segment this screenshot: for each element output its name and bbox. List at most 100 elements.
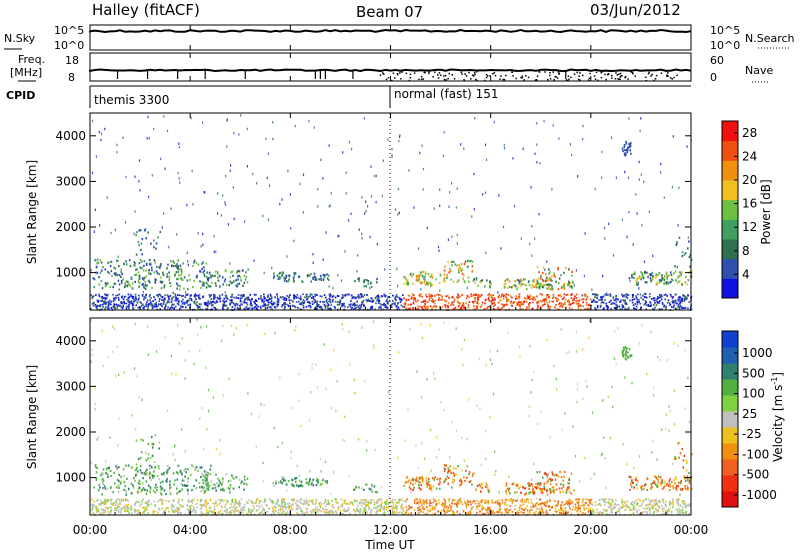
nsearch-tick-high: 10^5 (710, 24, 740, 37)
nave-dot (666, 75, 668, 78)
nave-dot (634, 75, 636, 77)
nave-dot (512, 75, 514, 77)
nave-dot (494, 74, 497, 77)
nave-dot (493, 72, 496, 74)
station-title: Halley (fitACF) (92, 1, 200, 19)
power-ylabel: Slant Range [km] (25, 160, 39, 264)
power-colorbar-swatch (722, 180, 738, 201)
nave-dot (624, 76, 627, 78)
nave-dot (443, 75, 445, 77)
nsky-tick-low: 10^0 (54, 39, 84, 52)
nave-dot (549, 78, 552, 80)
nave-dot (443, 78, 446, 81)
velocity-ytick-1: 2000 (55, 425, 86, 439)
power-ytick-3: 4000 (55, 129, 86, 143)
velocity-colorbar-swatch (722, 347, 738, 364)
nave-dot (534, 79, 537, 81)
power-colorbar-tick-4: 20 (742, 173, 757, 187)
nave-dot (499, 78, 501, 80)
xtick-0: 00:00 (73, 523, 108, 537)
nave-dot (577, 78, 580, 81)
nave-dot (484, 79, 486, 82)
nave-dot (400, 78, 402, 80)
nave-dot (619, 78, 621, 80)
nave-dot (492, 73, 494, 75)
velocity-yaxis: 1000 2000 3000 4000 (55, 334, 691, 485)
power-colorbar-tick-0: 4 (742, 267, 750, 281)
nave-dot (611, 74, 613, 77)
power-colorbar-tick-2: 12 (742, 220, 757, 234)
power-colorbar-swatch (722, 258, 738, 279)
power-colorbar-label: Power [dB] (759, 179, 773, 244)
nave-dot (463, 79, 465, 81)
nsky-trace (89, 28, 692, 34)
nave-dot (468, 71, 470, 74)
nave-dot (451, 74, 454, 76)
power-heatmap-cells (90, 114, 693, 311)
nave-dot (567, 75, 570, 77)
nave-dot (385, 78, 388, 81)
nave-dot (445, 79, 447, 81)
nave-dot (453, 78, 456, 80)
nave-dot (527, 76, 530, 79)
nave-dot (594, 78, 597, 80)
nave-dot (553, 79, 555, 81)
nave-dot (409, 73, 412, 76)
velocity-colorbar-swatch (722, 331, 738, 348)
xaxis-label: Time UT (364, 538, 415, 552)
freq-tick-high: 18 (65, 54, 79, 67)
nave-dot (485, 74, 488, 76)
time-axis: 00:00 04:00 08:00 12:00 16:00 20:00 00:00 (73, 25, 708, 537)
nave-dot (557, 71, 560, 73)
nave-dot (607, 73, 609, 76)
power-colorbar-swatch (722, 121, 738, 142)
nave-dot (666, 74, 668, 76)
nave-dot (601, 71, 603, 73)
nave-dot (437, 77, 440, 79)
nave-dot (554, 76, 556, 78)
velocity-colorbar-tick-4: -25 (742, 427, 762, 441)
nave-dot (573, 73, 576, 75)
nave-dot (627, 78, 629, 80)
nave-dot (651, 73, 653, 76)
cpid-strip: CPID themis 3300 normal (fast) 151 (6, 85, 691, 108)
nave-dot (647, 72, 650, 75)
nave-dot (655, 74, 658, 77)
velocity-colorbar-tick-6: -500 (742, 468, 769, 482)
nave-dot (536, 75, 539, 77)
nave-dot (470, 78, 472, 80)
nave-dot (521, 75, 524, 77)
nave-dot (650, 75, 652, 77)
velocity-panel: 1000 2000 3000 4000 Slant Range [km] 1000 50… (25, 317, 785, 516)
nave-dot (619, 76, 621, 78)
velocity-colorbar-swatch (722, 427, 738, 444)
nave-dot (502, 78, 504, 81)
date-title: 03/Jun/2012 (590, 1, 681, 19)
nave-dot (587, 79, 590, 81)
xtick-2: 08:00 (273, 523, 308, 537)
nave-dot (654, 78, 657, 80)
power-yaxis: 1000 2000 3000 4000 (55, 129, 691, 280)
nave-dot (632, 73, 634, 75)
nave-dot (631, 71, 634, 74)
nave-dot (617, 78, 619, 80)
velocity-colorbar-label: Velocity [m s-1] (770, 372, 785, 462)
nave-dot (611, 77, 613, 79)
cpid-label: CPID (6, 89, 35, 102)
nave-dot (465, 75, 468, 77)
nave-dot (615, 72, 617, 74)
freq-trace (89, 68, 692, 73)
nave-dot (485, 76, 488, 79)
nave-dot (618, 78, 620, 80)
nave-dot (489, 75, 491, 77)
nave-dot (476, 79, 478, 82)
power-ytick-1: 2000 (55, 220, 86, 234)
nave-dot (593, 75, 596, 77)
nave-dot (428, 71, 430, 73)
nave-dot (424, 71, 426, 74)
velocity-colorbar-tick-5: -100 (742, 447, 769, 461)
nave-dot (618, 73, 620, 75)
nave-dot (520, 76, 522, 79)
freq-label: Freq. (18, 53, 45, 66)
